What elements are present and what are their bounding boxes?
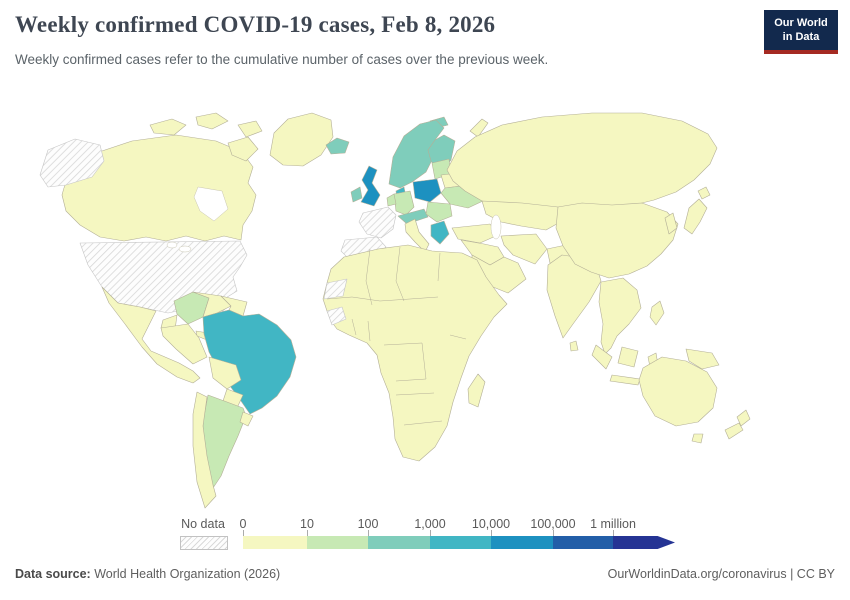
- country-united-kingdom[interactable]: [360, 165, 381, 207]
- legend-segment[interactable]: [307, 536, 369, 549]
- footer-link[interactable]: OurWorldinData.org/coronavirus | CC BY: [607, 567, 835, 581]
- country-chile[interactable]: [192, 391, 217, 509]
- country-novaya-zemlya[interactable]: [469, 118, 489, 138]
- country-southeast-asia[interactable]: [598, 277, 642, 355]
- country-greece[interactable]: [430, 220, 450, 245]
- country-peru[interactable]: [160, 323, 208, 365]
- page-title: Weekly confirmed COVID-19 cases, Feb 8, …: [15, 12, 496, 37]
- country-iran[interactable]: [500, 233, 548, 265]
- legend-tick: [368, 530, 369, 536]
- legend-segment-arrow[interactable]: [613, 536, 675, 549]
- legend-tick-label: 1,000: [414, 517, 446, 531]
- country-western-sahara[interactable]: [323, 278, 348, 300]
- arctic-island[interactable]: [237, 120, 263, 138]
- legend-no-data-swatch[interactable]: [180, 536, 228, 550]
- page-subtitle: Weekly confirmed cases refer to the cumu…: [15, 52, 549, 67]
- country-russia[interactable]: [446, 112, 718, 212]
- country-italy[interactable]: [404, 218, 430, 253]
- legend-tick: [613, 530, 614, 536]
- country-borders: [326, 246, 467, 426]
- legend-tick-label: 10,000: [471, 517, 511, 531]
- hudson-bay: [193, 186, 229, 222]
- continent-africa[interactable]: [322, 244, 508, 462]
- great-lake: [178, 245, 192, 253]
- country-sumatra[interactable]: [591, 344, 613, 370]
- legend-segment[interactable]: [368, 536, 431, 549]
- world-map: [0, 95, 850, 515]
- country-poland[interactable]: [412, 178, 442, 203]
- legend-segment[interactable]: [553, 536, 614, 549]
- legend-segment[interactable]: [430, 536, 492, 549]
- country-alpine-region[interactable]: [397, 208, 429, 225]
- country-new-zealand-south[interactable]: [724, 422, 744, 440]
- legend-tick: [430, 530, 431, 536]
- legend-tick-label: 1 million: [590, 517, 636, 531]
- arctic-island[interactable]: [195, 112, 229, 130]
- footer-source-text: World Health Organization (2026): [90, 567, 281, 581]
- country-tasmania[interactable]: [691, 433, 704, 444]
- legend-tick-label: 10: [300, 517, 314, 531]
- legend-no-data-label: No data: [181, 517, 225, 531]
- country-turkey[interactable]: [451, 223, 499, 244]
- great-lake: [166, 241, 178, 249]
- owid-logo[interactable]: Our World in Data: [764, 10, 838, 54]
- country-korea[interactable]: [664, 212, 678, 235]
- country-central-asia[interactable]: [481, 200, 563, 231]
- country-balkans[interactable]: [425, 201, 453, 223]
- country-france[interactable]: [358, 206, 397, 239]
- owid-logo-line2: in Data: [782, 31, 820, 44]
- country-iceland[interactable]: [325, 137, 350, 155]
- legend-tick: [307, 530, 308, 536]
- country-alaska[interactable]: [39, 138, 105, 188]
- country-new-zealand-north[interactable]: [736, 409, 751, 427]
- arctic-island[interactable]: [149, 118, 187, 136]
- country-china[interactable]: [555, 202, 679, 279]
- country-uruguay[interactable]: [239, 411, 254, 427]
- country-bolivia[interactable]: [208, 356, 242, 390]
- country-mexico-central-america[interactable]: [101, 286, 201, 384]
- legend-tick-label: 100,000: [530, 517, 576, 531]
- legend-tick: [553, 530, 554, 536]
- legend-tick-label: 0: [239, 517, 247, 531]
- footer-source-label: Data source:: [15, 567, 91, 581]
- country-japan[interactable]: [683, 198, 708, 235]
- arctic-island[interactable]: [227, 136, 259, 162]
- country-australia[interactable]: [638, 356, 718, 427]
- legend-segment[interactable]: [243, 536, 308, 549]
- country-germany[interactable]: [393, 190, 415, 216]
- country-new-guinea[interactable]: [685, 348, 720, 370]
- country-guinea[interactable]: [326, 306, 347, 326]
- world-map-svg: [39, 112, 751, 509]
- country-japan-hokkaido[interactable]: [697, 186, 711, 200]
- country-greenland[interactable]: [269, 112, 334, 167]
- footer-source: Data source: World Health Organization (…: [15, 567, 280, 581]
- country-sri-lanka[interactable]: [569, 340, 579, 352]
- country-ireland[interactable]: [350, 186, 363, 203]
- owid-logo-line1: Our World: [774, 17, 828, 29]
- country-benelux[interactable]: [386, 193, 397, 207]
- legend-tick: [491, 530, 492, 536]
- legend-segment[interactable]: [491, 536, 554, 549]
- caspian-sea: [490, 214, 502, 240]
- legend-tick: [243, 530, 244, 536]
- country-philippines[interactable]: [649, 300, 665, 326]
- country-java[interactable]: [609, 374, 641, 386]
- country-madagascar[interactable]: [467, 373, 486, 408]
- country-borneo[interactable]: [617, 346, 639, 368]
- legend-tick-label: 100: [357, 517, 379, 531]
